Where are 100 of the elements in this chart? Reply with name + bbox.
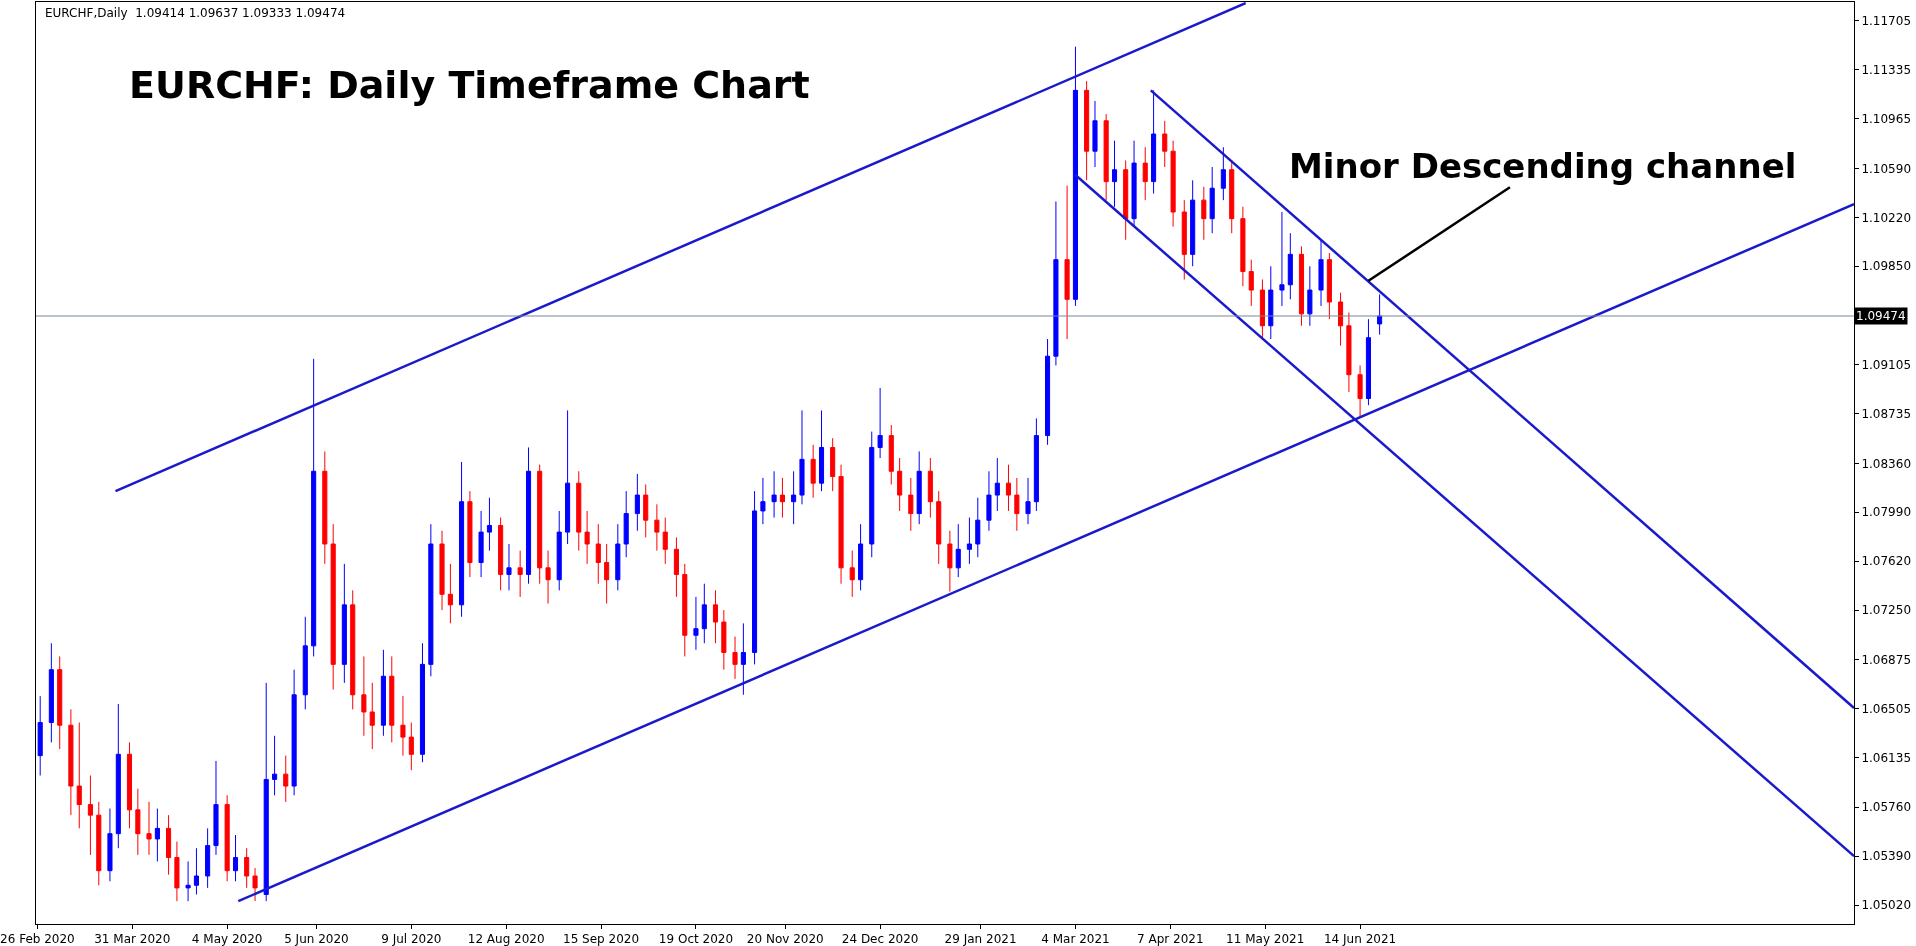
candlestick bbox=[1318, 239, 1324, 307]
y-tick-label: 1.10590 bbox=[1861, 161, 1912, 176]
candlestick bbox=[818, 409, 825, 492]
x-tick-label: 31 Mar 2020 bbox=[94, 932, 171, 946]
candlestick bbox=[1220, 146, 1226, 201]
candlestick bbox=[858, 523, 864, 591]
candlestick bbox=[154, 808, 160, 862]
y-tick-label: 1.06875 bbox=[1861, 652, 1912, 667]
candlestick bbox=[283, 755, 289, 803]
candlestick bbox=[126, 741, 133, 829]
candlestick bbox=[986, 470, 992, 532]
candlestick bbox=[1111, 140, 1118, 208]
candlestick bbox=[272, 735, 278, 796]
candlestick bbox=[1326, 252, 1332, 320]
candlestick bbox=[1005, 464, 1012, 512]
candlestick bbox=[96, 801, 102, 886]
x-tick-label: 11 May 2021 bbox=[1226, 932, 1305, 946]
candlestick bbox=[1268, 265, 1274, 340]
candlestick bbox=[1209, 166, 1215, 234]
y-tick-label: 1.11335 bbox=[1861, 63, 1912, 78]
candlestick bbox=[146, 801, 152, 856]
candlestick bbox=[595, 523, 601, 585]
y-tick-label: 1.08360 bbox=[1861, 456, 1912, 471]
candlestick bbox=[1025, 477, 1031, 525]
y-tick-label: 1.10220 bbox=[1861, 210, 1912, 225]
candlestick bbox=[975, 497, 981, 558]
x-tick-label: 7 Apr 2021 bbox=[1137, 932, 1204, 946]
candlestick bbox=[498, 517, 504, 591]
y-tick-label: 1.06135 bbox=[1861, 750, 1912, 765]
candlestick bbox=[1014, 477, 1020, 532]
candlestick bbox=[37, 695, 43, 776]
candlestick bbox=[791, 470, 797, 525]
candlestick bbox=[721, 609, 727, 671]
candlestick bbox=[439, 530, 445, 611]
candlestick bbox=[1259, 278, 1265, 340]
candlestick bbox=[908, 477, 914, 532]
candlestick bbox=[1151, 89, 1157, 195]
candlestick bbox=[1279, 211, 1285, 307]
candlestick bbox=[615, 523, 621, 591]
candlestick bbox=[361, 655, 367, 737]
y-tick-label: 1.07620 bbox=[1861, 554, 1912, 569]
candlestick bbox=[135, 788, 141, 856]
candlestick bbox=[263, 682, 269, 902]
x-tick-label: 26 Feb 2020 bbox=[0, 932, 75, 946]
candlestick bbox=[701, 583, 707, 644]
candlestick bbox=[623, 490, 629, 558]
candlestick bbox=[1064, 185, 1070, 340]
candlestick bbox=[232, 834, 239, 882]
candlestick bbox=[643, 483, 649, 538]
candlestick bbox=[1103, 113, 1109, 201]
candlestick bbox=[849, 550, 855, 598]
candlestick bbox=[1131, 140, 1137, 228]
text: EURCHF: Daily Timeframe Chart bbox=[129, 63, 810, 108]
candlestick bbox=[584, 510, 590, 565]
candlestick bbox=[1072, 46, 1079, 307]
candlestick bbox=[428, 523, 434, 677]
candlestick bbox=[291, 669, 297, 796]
candlestick bbox=[380, 649, 386, 737]
candlestick bbox=[779, 477, 786, 519]
y-tick-label: 1.05020 bbox=[1861, 898, 1912, 913]
y-tick-label: 1.07250 bbox=[1861, 603, 1912, 618]
candlestick bbox=[545, 550, 551, 605]
candlestick bbox=[682, 563, 688, 657]
candlestick bbox=[1142, 146, 1148, 201]
candlestick bbox=[799, 409, 805, 505]
candlestick bbox=[447, 563, 453, 624]
candlestick bbox=[322, 450, 328, 565]
candlestick bbox=[506, 543, 512, 591]
candlestick bbox=[107, 808, 113, 882]
y-tick-label: 1.09105 bbox=[1861, 358, 1912, 372]
candlestick bbox=[1338, 292, 1344, 347]
candlestick bbox=[1084, 80, 1090, 181]
candlestick bbox=[1248, 259, 1254, 307]
y-tick-label: 1.07990 bbox=[1861, 505, 1912, 520]
candlestick bbox=[467, 490, 473, 578]
candlestick bbox=[311, 358, 317, 657]
candlestick bbox=[877, 387, 883, 459]
candlestick bbox=[350, 589, 356, 710]
candlestick bbox=[1201, 186, 1207, 241]
chart-subtitle: EURCHF,Daily 1.09414 1.09637 1.09333 1.09474 bbox=[45, 6, 346, 20]
candlestick bbox=[830, 437, 836, 492]
candlestick bbox=[752, 490, 758, 665]
candlestick bbox=[369, 682, 375, 750]
y-tick-label: 1.06505 bbox=[1861, 701, 1912, 716]
candlestick bbox=[115, 703, 121, 849]
candlestick bbox=[1092, 100, 1098, 168]
x-tick-label: 9 Jul 2020 bbox=[381, 932, 442, 946]
candlestick bbox=[994, 457, 1000, 512]
candlestick bbox=[966, 517, 972, 565]
x-tick-label: 12 Aug 2020 bbox=[467, 932, 545, 946]
candlestick bbox=[1190, 179, 1196, 267]
candlestick bbox=[486, 497, 492, 552]
candlestick bbox=[400, 695, 406, 757]
candlestick bbox=[673, 536, 679, 598]
candlestick bbox=[1181, 199, 1187, 280]
candlestick bbox=[732, 636, 738, 680]
candlestick bbox=[869, 431, 875, 558]
x-tick-label: 14 Jun 2021 bbox=[1323, 932, 1397, 946]
candlestick bbox=[771, 470, 777, 519]
candlestick bbox=[1033, 417, 1039, 512]
